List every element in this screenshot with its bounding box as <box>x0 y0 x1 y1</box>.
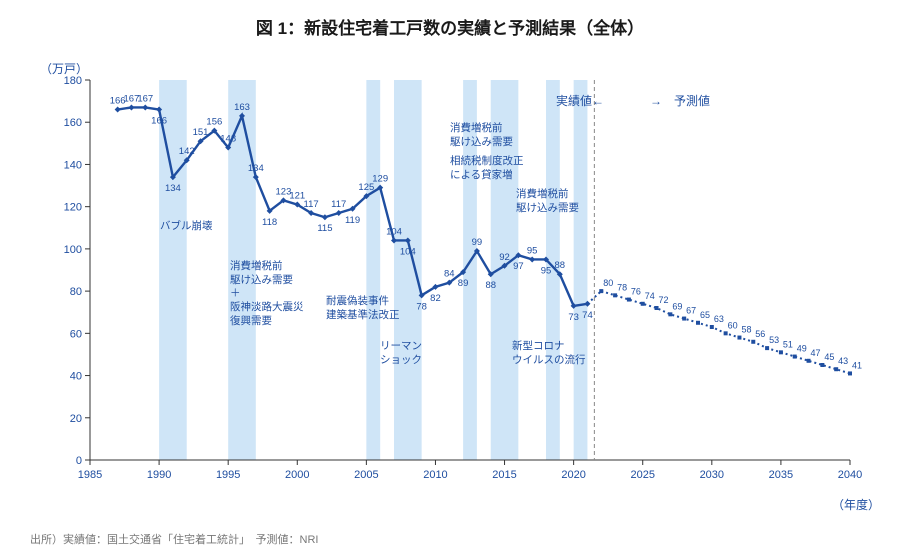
svg-text:89: 89 <box>458 278 469 289</box>
svg-text:60: 60 <box>728 320 738 330</box>
legend-actual: 実績値← <box>556 92 604 109</box>
svg-text:49: 49 <box>797 344 807 354</box>
svg-text:2020: 2020 <box>561 469 585 481</box>
svg-text:76: 76 <box>631 287 641 297</box>
svg-text:43: 43 <box>838 356 848 366</box>
svg-text:2000: 2000 <box>285 469 309 481</box>
svg-text:67: 67 <box>686 306 696 316</box>
svg-text:142: 142 <box>179 146 195 157</box>
svg-text:82: 82 <box>430 293 441 304</box>
svg-text:41: 41 <box>852 360 862 370</box>
svg-text:148: 148 <box>220 134 236 145</box>
svg-text:88: 88 <box>555 260 566 271</box>
svg-text:88: 88 <box>485 280 496 291</box>
svg-text:58: 58 <box>741 325 751 335</box>
svg-text:53: 53 <box>769 335 779 345</box>
svg-text:1990: 1990 <box>147 469 171 481</box>
svg-text:1995: 1995 <box>216 469 240 481</box>
chart-title: 図 1：新設住宅着工戸数の実績と予測結果（全体） <box>0 0 900 39</box>
chart-container: 0204060801001201401601801985199019952000… <box>30 60 870 500</box>
svg-text:63: 63 <box>714 314 724 324</box>
svg-text:160: 160 <box>64 117 82 129</box>
svg-text:118: 118 <box>262 217 277 228</box>
svg-text:72: 72 <box>659 295 669 305</box>
svg-text:117: 117 <box>304 199 319 210</box>
svg-text:80: 80 <box>603 278 613 288</box>
svg-text:2015: 2015 <box>492 469 516 481</box>
svg-text:78: 78 <box>416 301 427 312</box>
svg-text:119: 119 <box>345 215 360 226</box>
svg-text:140: 140 <box>64 159 82 171</box>
svg-text:2025: 2025 <box>630 469 654 481</box>
svg-text:117: 117 <box>331 199 346 210</box>
svg-text:97: 97 <box>513 261 524 272</box>
svg-text:73: 73 <box>568 312 579 323</box>
svg-text:60: 60 <box>70 328 82 340</box>
svg-text:2040: 2040 <box>838 469 862 481</box>
svg-text:95: 95 <box>541 265 552 276</box>
svg-text:166: 166 <box>151 116 167 127</box>
legend-forecast: → 予測値 <box>650 92 710 109</box>
svg-text:99: 99 <box>472 237 483 248</box>
svg-text:78: 78 <box>617 282 627 292</box>
svg-text:51: 51 <box>783 339 793 349</box>
svg-text:2005: 2005 <box>354 469 378 481</box>
svg-text:167: 167 <box>137 93 153 104</box>
svg-text:69: 69 <box>672 301 682 311</box>
svg-text:92: 92 <box>499 252 510 263</box>
svg-text:115: 115 <box>317 223 332 234</box>
svg-text:74: 74 <box>645 291 655 301</box>
svg-text:129: 129 <box>372 174 388 185</box>
svg-text:45: 45 <box>824 352 834 362</box>
svg-text:163: 163 <box>234 102 250 113</box>
x-axis-unit: （年度） <box>832 496 880 513</box>
svg-text:47: 47 <box>811 348 821 358</box>
svg-text:20: 20 <box>70 413 82 425</box>
svg-text:180: 180 <box>64 75 82 87</box>
svg-text:65: 65 <box>700 310 710 320</box>
chart-svg: 0204060801001201401601801985199019952000… <box>30 60 870 500</box>
svg-text:100: 100 <box>64 244 82 256</box>
svg-text:95: 95 <box>527 245 538 256</box>
svg-text:0: 0 <box>76 455 82 467</box>
svg-text:104: 104 <box>386 226 402 237</box>
svg-text:1985: 1985 <box>78 469 102 481</box>
svg-text:74: 74 <box>582 310 593 321</box>
svg-text:84: 84 <box>444 269 455 280</box>
svg-text:104: 104 <box>400 246 416 257</box>
svg-text:2010: 2010 <box>423 469 447 481</box>
svg-text:134: 134 <box>165 183 181 194</box>
svg-text:120: 120 <box>64 202 82 214</box>
source-note: 出所）実績値：国土交通省「住宅着工統計」 予測値：NRI <box>30 531 318 547</box>
svg-text:156: 156 <box>206 117 222 128</box>
svg-text:134: 134 <box>248 163 264 174</box>
svg-text:80: 80 <box>70 286 82 298</box>
svg-text:56: 56 <box>755 329 765 339</box>
svg-text:151: 151 <box>193 127 209 138</box>
svg-text:40: 40 <box>70 371 82 383</box>
svg-text:2030: 2030 <box>700 469 724 481</box>
svg-text:2035: 2035 <box>769 469 793 481</box>
